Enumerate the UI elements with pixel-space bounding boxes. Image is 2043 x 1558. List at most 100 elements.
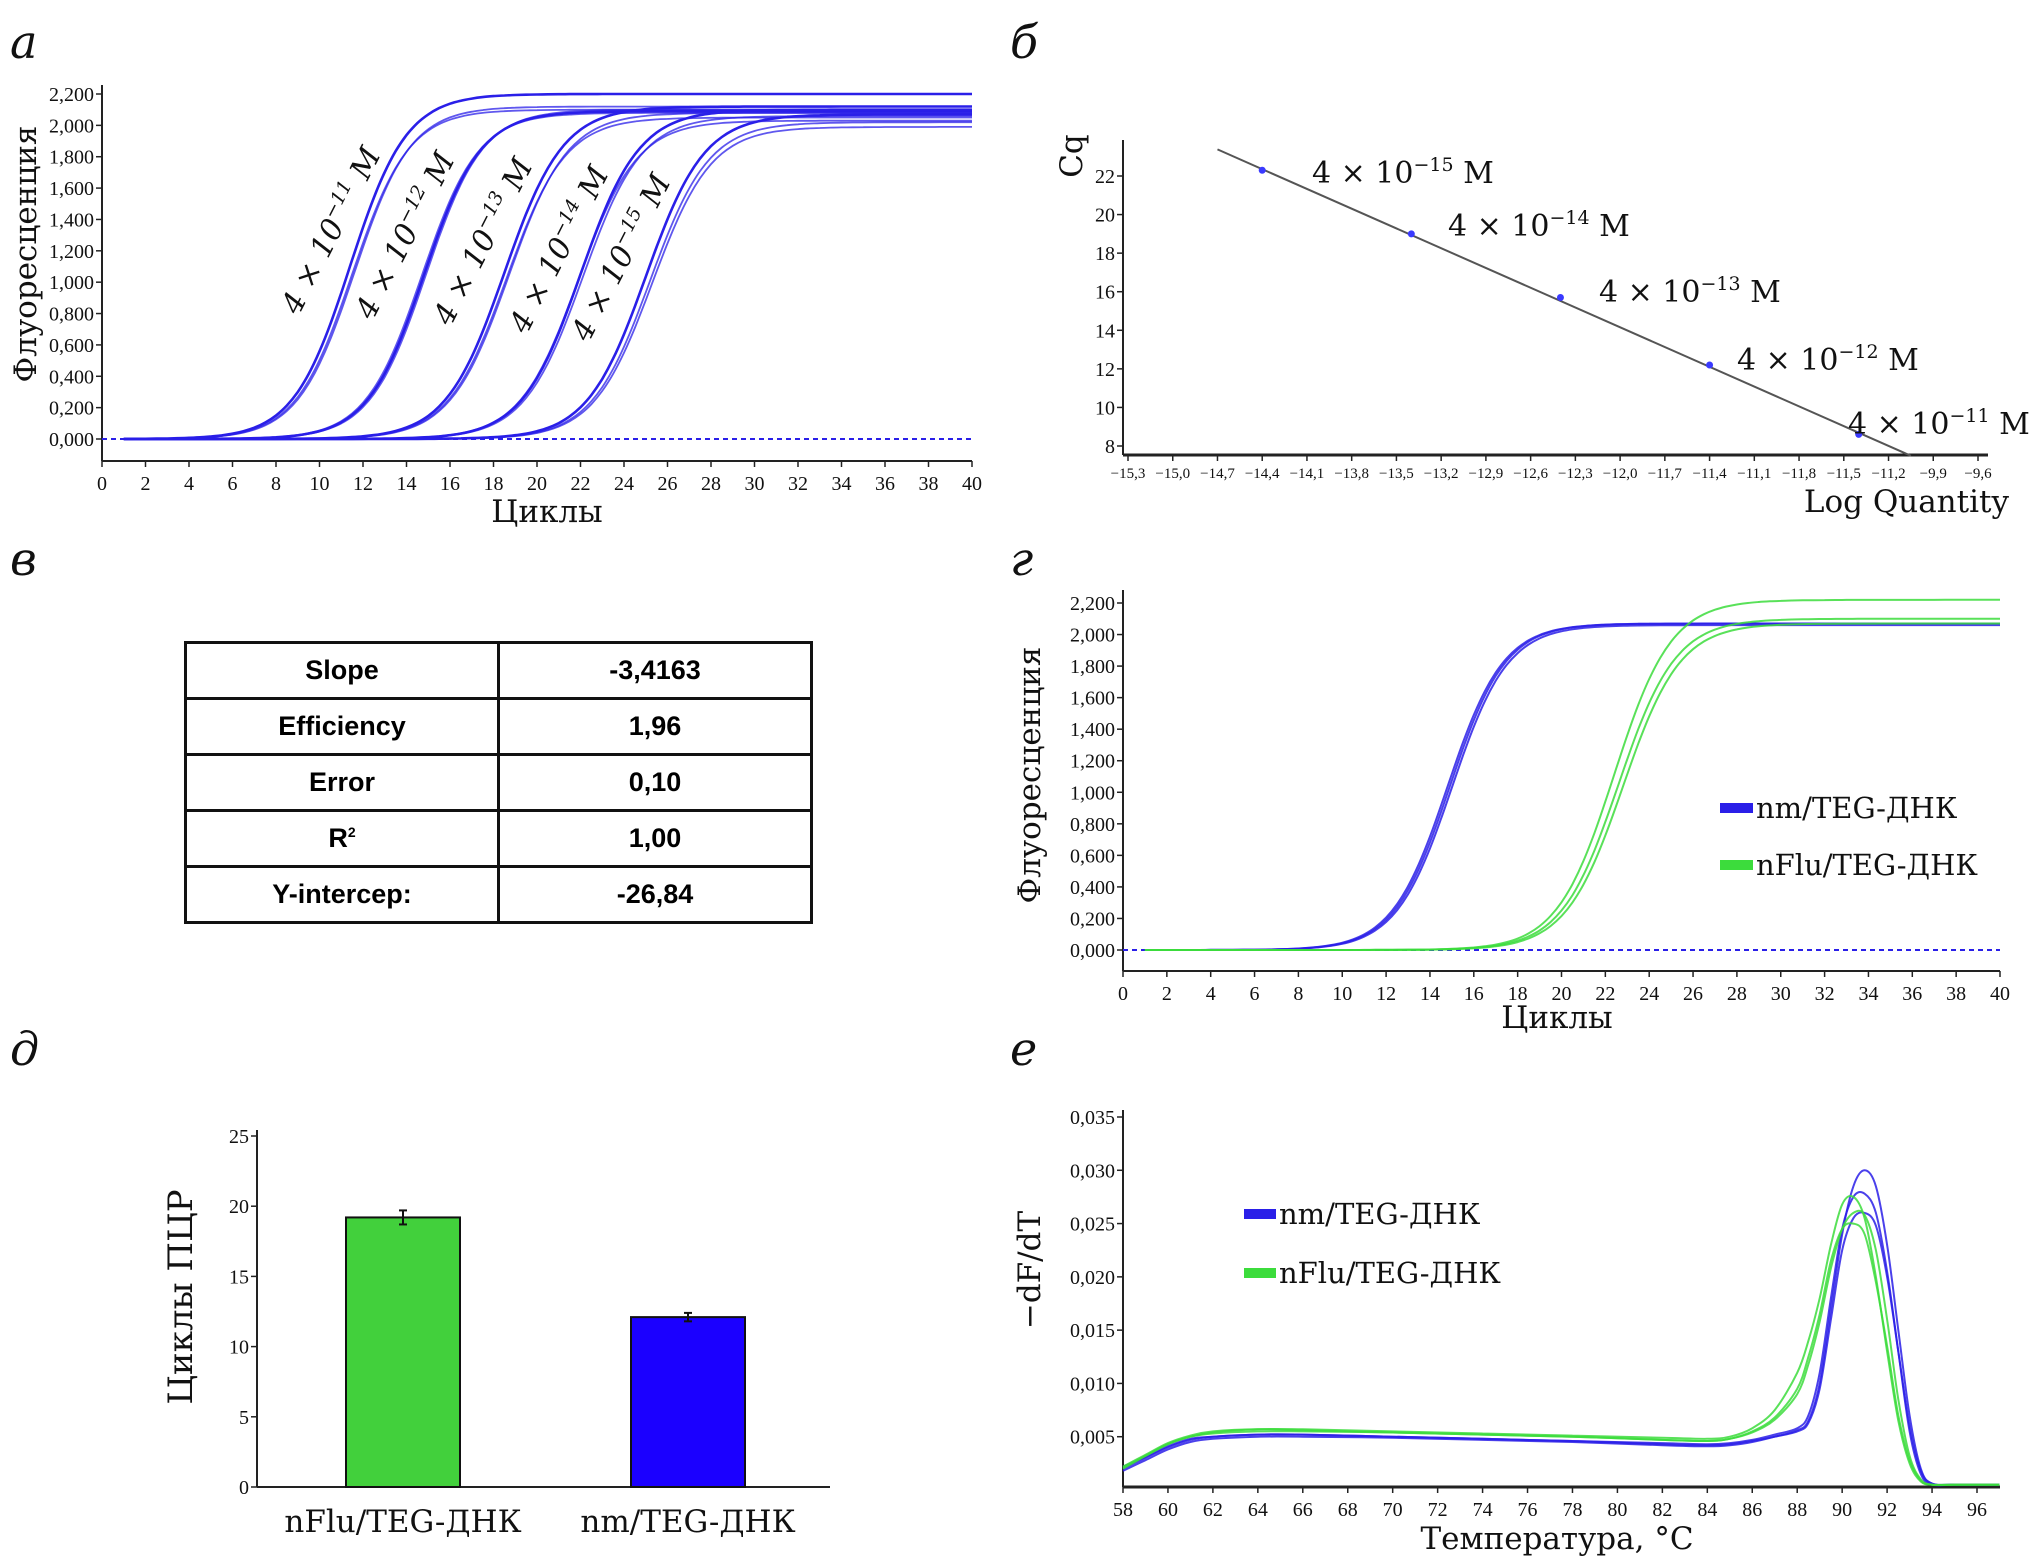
label-base: 4 × 10	[1599, 275, 1700, 310]
y-tick-label: 2,200	[1070, 593, 1115, 615]
x-tick-label: −12,0	[1603, 466, 1638, 482]
legend-label: nm/TEG-ДНК	[1756, 791, 1958, 825]
standard-curve-chart: −15,3 −15,0 −14,7 −14,4 −14,1 −13,8 −13,5 −13,2…	[1054, 134, 2030, 520]
y-tick-label: 2,000	[1070, 625, 1115, 647]
x-tick-label: 20	[1552, 983, 1572, 1005]
amplification-curve	[1144, 598, 2000, 951]
y-axis-title: −dF/dT	[1012, 1211, 1048, 1330]
x-tick-label: 80	[1607, 1499, 1627, 1521]
x-tick-label: 18	[1508, 983, 1528, 1005]
x-tick-label: 10	[1332, 983, 1352, 1005]
table-row: Slope -3,4163	[184, 641, 813, 700]
x-tick-label: 16	[440, 473, 460, 495]
x-tick-label: −9,9	[1920, 466, 1947, 482]
x-tick-label: 58	[1113, 1499, 1133, 1521]
row-label: Error	[308, 767, 376, 797]
y-tick-label: 1,000	[1070, 782, 1115, 804]
y-tick-label: 0,005	[1070, 1427, 1115, 1449]
label-unit: M	[1741, 275, 1781, 310]
x-tick-label: 34	[1858, 983, 1878, 1005]
y-axis-title: Флуоресценция	[1012, 647, 1048, 904]
panel-letter: д	[10, 1022, 39, 1076]
x-tick-label: 2	[141, 473, 151, 495]
x-tick-label: −13,8	[1334, 466, 1369, 482]
y-tick-label: 0,035	[1070, 1107, 1115, 1129]
x-tick-label: 38	[1946, 983, 1966, 1005]
y-tick-label: 1,200	[49, 241, 94, 263]
y-tick-label: 0,200	[49, 398, 94, 420]
amplification-chart-concentrations: 0 2 4 6 8 10 12 14 16 18 20 22 24 26 28 30 32 34 36 38 400,0…	[8, 84, 982, 530]
x-tick-label: 26	[658, 473, 678, 495]
x-tick-label: 34	[832, 473, 852, 495]
x-tick-label: 78	[1562, 1499, 1582, 1521]
table-cell-value: 1,96	[497, 697, 813, 756]
x-tick-label: −14,1	[1290, 466, 1325, 482]
y-axis-title: Флуоресценция	[8, 126, 44, 383]
x-tick-label: 28	[701, 473, 721, 495]
label-exponent: −15	[1413, 154, 1453, 176]
y-tick-label: 10	[1095, 397, 1115, 419]
point-label: 4 × 10−15 M	[1312, 154, 1494, 191]
y-tick-label: 0,020	[1070, 1267, 1115, 1289]
y-tick-label: 20	[1095, 205, 1115, 227]
legend-swatch	[1720, 803, 1753, 813]
x-tick-label: 32	[1815, 983, 1835, 1005]
point-label: 4 × 10−11 M	[1848, 405, 2030, 442]
x-tick-label: 70	[1383, 1499, 1403, 1521]
y-tick-label: 1,800	[1070, 656, 1115, 678]
data-point	[1556, 294, 1564, 301]
y-tick-label: 0,015	[1070, 1320, 1115, 1342]
x-tick-label: 62	[1203, 1499, 1223, 1521]
table-row: R2 1,00	[184, 809, 813, 868]
legend-label: nFlu/TEG-ДНК	[1279, 1256, 1501, 1290]
y-tick-label: 22	[1095, 166, 1115, 188]
amplification-curve	[1144, 617, 2000, 951]
x-tick-label: 14	[1420, 983, 1440, 1005]
x-tick-label: 6	[1250, 983, 1260, 1005]
x-tick-label: 40	[962, 473, 982, 495]
y-tick-label: 0,030	[1070, 1160, 1115, 1182]
point-label: 4 × 10−13 M	[1599, 273, 1781, 310]
panel-letter: б	[1010, 15, 1039, 69]
y-tick-label: 14	[1095, 320, 1115, 342]
melt-curve	[1122, 1211, 2000, 1486]
label-base: 4 × 10	[1848, 407, 1949, 442]
x-tick-label: 14	[397, 473, 417, 495]
y-axis-title: Cq	[1054, 134, 1090, 178]
x-tick-label: −11,8	[1782, 466, 1816, 482]
x-tick-label: 30	[745, 473, 765, 495]
row-label: Efficiency	[278, 711, 406, 741]
label-base: 4 × 10	[274, 213, 352, 320]
table-cell-label: Slope	[184, 641, 500, 700]
label-unit: M	[1590, 209, 1630, 244]
legend-swatch	[1244, 1209, 1276, 1219]
y-tick-label: 18	[1095, 243, 1115, 265]
table-row: Y-intercep: -26,84	[184, 865, 813, 924]
y-tick-label: 25	[229, 1126, 249, 1148]
point-label: 4 × 10−14 M	[1448, 207, 1630, 244]
row-label: Slope	[305, 655, 379, 685]
x-tick-label: −12,9	[1469, 466, 1504, 482]
legend-swatch	[1720, 860, 1753, 870]
x-tick-label: 28	[1727, 983, 1747, 1005]
table-cell-label: Efficiency	[184, 697, 500, 756]
y-tick-label: 0,600	[49, 335, 94, 357]
x-axis-title: Циклы	[491, 494, 602, 530]
y-tick-label: 0	[239, 1477, 249, 1499]
x-tick-label: 82	[1652, 1499, 1672, 1521]
x-tick-label: 20	[527, 473, 547, 495]
y-tick-label: 0,000	[1070, 940, 1115, 962]
y-tick-label: 5	[239, 1407, 249, 1429]
x-tick-label: 92	[1877, 1499, 1897, 1521]
table-cell-label: R2	[184, 809, 500, 868]
amplification-curve	[1144, 622, 2000, 951]
table-cell-value: 0,10	[497, 753, 813, 812]
x-tick-label: 40	[1990, 983, 2010, 1005]
x-tick-label: 96	[1967, 1499, 1987, 1521]
table-cell-value: 1,00	[497, 809, 813, 868]
bar	[630, 1316, 746, 1488]
x-tick-label: 30	[1771, 983, 1791, 1005]
pcr-cycles-bar-chart: 0 5 10 15 20 25 nFlu/TEG-ДНК nm/TEG-ДНК Циклы ПЦ…	[161, 1126, 830, 1540]
